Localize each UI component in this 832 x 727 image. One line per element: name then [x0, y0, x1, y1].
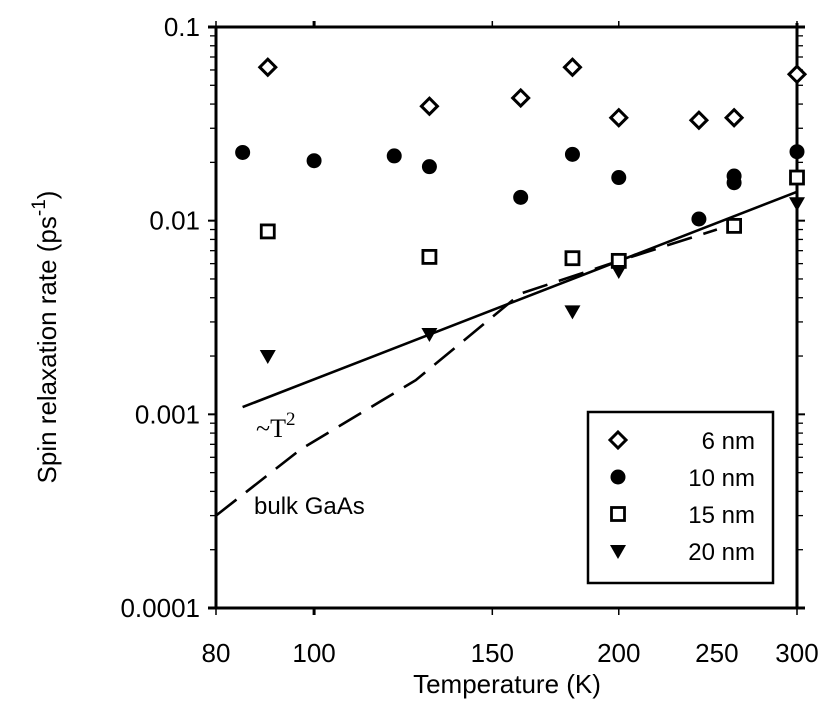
- data-point: [421, 327, 438, 342]
- bulk-gaas-annotation: bulk GaAs: [254, 493, 365, 520]
- data-point: [421, 159, 437, 175]
- legend-marker: [607, 429, 629, 451]
- y-axis-ticks: 0.0001 0.001 0.01 0.1: [120, 12, 805, 623]
- data-point: [421, 248, 438, 265]
- x-axis-ticks: 80 100 150 200 250 300: [202, 21, 819, 668]
- data-point: [786, 64, 808, 85]
- x-axis-title: Temperature (K): [413, 669, 601, 699]
- data-point: [608, 107, 629, 128]
- data-point: [726, 175, 742, 191]
- data-points: [235, 57, 808, 365]
- x-tick-label: 80: [202, 638, 231, 668]
- data-point: [259, 223, 276, 240]
- data-point: [513, 189, 529, 205]
- data-point: [610, 264, 627, 279]
- x-tick-label: 300: [775, 638, 818, 668]
- series-6-nm: [257, 57, 808, 131]
- y-tick-label: 0.001: [135, 399, 200, 429]
- data-point: [723, 107, 745, 128]
- t-squared-line: [242, 190, 798, 409]
- legend-marker: [610, 506, 626, 522]
- data-point: [726, 217, 742, 234]
- legend-marker: [610, 469, 626, 485]
- legend-label: 10 nm: [688, 465, 755, 492]
- y-axis-title: Spin relaxation rate (ps-1): [29, 191, 62, 484]
- legend-marker: [610, 545, 626, 559]
- bulk-gaas-line: [215, 228, 718, 517]
- x-tick-label: 100: [292, 638, 335, 668]
- y-tick-label: 0.01: [149, 206, 200, 236]
- data-point: [564, 146, 580, 162]
- x-tick-label: 250: [695, 638, 738, 668]
- t-squared-annotation: ~T2: [256, 409, 295, 443]
- legend-label: 6 nm: [702, 428, 755, 455]
- data-point: [257, 57, 278, 78]
- data-point: [306, 153, 322, 169]
- data-point: [789, 169, 805, 186]
- data-point: [564, 250, 581, 267]
- data-point: [789, 197, 805, 212]
- y-tick-label: 0.0001: [120, 593, 200, 623]
- x-tick-label: 200: [597, 638, 640, 668]
- data-point: [789, 144, 805, 160]
- series-15-nm: [259, 169, 805, 269]
- fit-lines: [215, 190, 798, 517]
- data-point: [691, 211, 707, 227]
- data-point: [562, 57, 583, 78]
- data-point: [419, 96, 440, 117]
- legend-label: 15 nm: [688, 502, 755, 529]
- x-tick-label: 150: [471, 638, 514, 668]
- data-point: [611, 170, 627, 186]
- data-point: [688, 110, 710, 131]
- data-point: [235, 144, 251, 160]
- y-tick-label: 0.1: [164, 12, 200, 42]
- data-point: [386, 148, 402, 164]
- series-20-nm: [259, 197, 805, 365]
- legend-label: 20 nm: [688, 539, 755, 566]
- data-point: [564, 305, 581, 320]
- data-point: [510, 87, 531, 109]
- legend: 6 nm 10 nm 15 nm 20 nm: [586, 410, 775, 585]
- data-point: [259, 350, 276, 365]
- series-10-nm: [235, 144, 805, 227]
- plot-frame: [208, 23, 805, 610]
